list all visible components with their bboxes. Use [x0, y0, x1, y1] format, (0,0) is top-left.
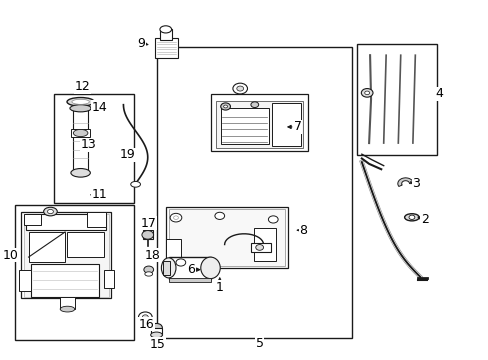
Bar	[26, 214, 106, 230]
Ellipse shape	[236, 86, 243, 91]
Ellipse shape	[214, 212, 224, 220]
Ellipse shape	[71, 168, 90, 177]
Text: 17: 17	[141, 216, 156, 230]
Bar	[356, 44, 436, 155]
Ellipse shape	[408, 215, 414, 220]
Bar	[150, 328, 162, 335]
Bar	[71, 129, 90, 137]
Ellipse shape	[255, 244, 263, 250]
Bar	[54, 94, 134, 203]
Bar	[210, 94, 307, 151]
Bar	[142, 230, 152, 239]
Text: 1: 1	[215, 281, 223, 294]
Bar	[60, 297, 75, 309]
Text: 11: 11	[91, 188, 107, 201]
Bar	[271, 103, 301, 146]
Wedge shape	[397, 178, 412, 186]
Text: 10: 10	[2, 249, 19, 262]
Bar	[31, 264, 99, 297]
Ellipse shape	[173, 216, 178, 220]
Ellipse shape	[72, 99, 89, 104]
Bar	[21, 212, 111, 298]
Bar	[169, 278, 210, 282]
Ellipse shape	[223, 105, 227, 108]
Ellipse shape	[150, 323, 162, 332]
Bar	[28, 232, 65, 262]
Ellipse shape	[161, 258, 176, 278]
Ellipse shape	[160, 26, 171, 33]
Bar	[19, 270, 31, 291]
Ellipse shape	[268, 216, 278, 223]
Ellipse shape	[144, 272, 152, 276]
Text: 2: 2	[420, 213, 428, 226]
Ellipse shape	[130, 181, 140, 187]
Bar	[23, 214, 41, 225]
Bar	[253, 228, 275, 261]
Bar	[16, 205, 134, 339]
Bar	[251, 243, 270, 252]
Text: 14: 14	[91, 101, 107, 114]
Bar	[73, 110, 88, 171]
Text: 7: 7	[293, 121, 301, 134]
Bar	[160, 30, 172, 40]
Ellipse shape	[142, 230, 153, 239]
Text: 13: 13	[81, 138, 96, 151]
Ellipse shape	[43, 207, 57, 216]
Ellipse shape	[70, 105, 91, 112]
Ellipse shape	[73, 130, 88, 136]
Ellipse shape	[47, 210, 53, 214]
Bar	[166, 239, 181, 261]
Bar	[168, 209, 285, 266]
Bar	[157, 40, 176, 56]
Ellipse shape	[142, 315, 148, 319]
Text: 6: 6	[187, 263, 195, 276]
Bar	[215, 101, 303, 148]
Ellipse shape	[201, 257, 220, 279]
Ellipse shape	[220, 103, 230, 110]
Ellipse shape	[250, 102, 258, 108]
Text: 18: 18	[144, 249, 160, 262]
Ellipse shape	[364, 91, 369, 95]
Ellipse shape	[176, 259, 185, 266]
Bar	[157, 47, 351, 338]
Text: 5: 5	[255, 337, 263, 350]
Text: 4: 4	[435, 87, 443, 100]
Bar	[104, 270, 114, 288]
Ellipse shape	[67, 98, 94, 106]
Ellipse shape	[138, 312, 152, 322]
Bar	[87, 212, 106, 226]
Ellipse shape	[170, 213, 182, 222]
Bar	[155, 39, 178, 58]
Bar	[67, 232, 104, 257]
Bar	[163, 261, 170, 275]
Text: 15: 15	[149, 338, 165, 351]
Text: 3: 3	[411, 177, 419, 190]
Text: 12: 12	[74, 80, 90, 93]
Ellipse shape	[361, 89, 372, 97]
Bar	[166, 207, 287, 268]
Text: 16: 16	[139, 318, 154, 331]
Text: 9: 9	[137, 36, 144, 50]
Ellipse shape	[404, 214, 418, 221]
Ellipse shape	[60, 306, 75, 312]
Bar	[220, 108, 269, 144]
Text: 19: 19	[119, 148, 135, 161]
Ellipse shape	[232, 83, 247, 94]
Bar	[23, 214, 109, 297]
Bar	[169, 257, 210, 279]
Ellipse shape	[143, 266, 153, 273]
Ellipse shape	[150, 332, 162, 338]
Bar	[274, 105, 298, 144]
Text: 8: 8	[299, 224, 307, 237]
